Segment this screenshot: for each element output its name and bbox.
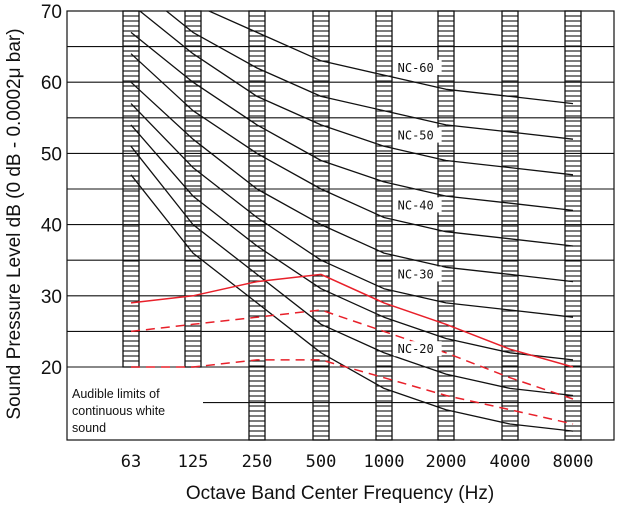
x-tick-label: 125 bbox=[178, 452, 209, 472]
nc-curve-label: NC-50 bbox=[398, 129, 434, 143]
note-line: Audible limits of bbox=[72, 387, 160, 401]
audibility-limit-line bbox=[130, 309, 574, 400]
x-tick-label: 1000 bbox=[364, 452, 405, 472]
band-marker bbox=[248, 10, 266, 441]
audibility-limit-line bbox=[130, 273, 574, 368]
band-marker bbox=[564, 10, 582, 441]
x-tick-labels: 63 125 250 500 1000 2000 4000 8000 bbox=[121, 452, 594, 472]
nc-curve-line bbox=[138, 11, 574, 176]
nc-curve-label: NC-30 bbox=[398, 267, 434, 281]
y-tick-label: 50 bbox=[41, 144, 62, 165]
band-marker bbox=[312, 10, 330, 441]
nc-curve-line bbox=[130, 103, 574, 318]
note-line: continuous white bbox=[72, 404, 165, 418]
y-tick-label: 60 bbox=[41, 73, 62, 94]
x-tick-label: 4000 bbox=[490, 452, 531, 472]
audibility-limit-lines bbox=[130, 273, 574, 425]
plot-frame bbox=[66, 10, 615, 441]
nc-curve-line bbox=[130, 53, 574, 247]
y-axis-label: Sound Pressure Level dB (0 dB - 0.0002μ … bbox=[4, 28, 25, 419]
y-tick-label: 70 bbox=[41, 2, 62, 23]
audible-limits-note: Audible limits of continuous white sound bbox=[67, 370, 203, 440]
nc-curve-line bbox=[130, 174, 574, 432]
nc-curves bbox=[130, 11, 574, 432]
nc-label-background bbox=[393, 341, 442, 357]
nc-label-background bbox=[393, 266, 442, 282]
nc-curve-line bbox=[130, 124, 574, 361]
nc-curve-line bbox=[130, 31, 574, 212]
note-line: sound bbox=[72, 421, 106, 435]
nc-curve-line bbox=[130, 81, 574, 283]
x-tick-label: 250 bbox=[242, 452, 273, 472]
nc-curve-line bbox=[130, 145, 574, 397]
nc-curve-label: NC-60 bbox=[398, 61, 434, 75]
nc-curve-line bbox=[165, 11, 574, 140]
x-axis-label: Octave Band Center Frequency (Hz) bbox=[186, 483, 494, 504]
x-tick-label: 63 bbox=[121, 452, 141, 472]
nc-curve-labels: NC-60 NC-50 NC-40 NC-30 NC-20 bbox=[393, 59, 442, 357]
nc-label-background bbox=[393, 59, 442, 75]
x-tick-label: 2000 bbox=[426, 452, 467, 472]
grid bbox=[67, 46, 614, 404]
x-tick-label: 500 bbox=[306, 452, 337, 472]
nc-curve-line bbox=[207, 11, 574, 105]
note-background bbox=[67, 370, 203, 440]
nc-label-background bbox=[393, 197, 442, 213]
nc-curve-label: NC-20 bbox=[398, 342, 434, 356]
y-tick-labels: 20 30 40 50 60 70 bbox=[41, 2, 62, 379]
nc-curve-label: NC-40 bbox=[398, 198, 434, 212]
y-tick-label: 40 bbox=[41, 216, 62, 237]
band-marker bbox=[501, 10, 519, 441]
y-tick-label: 20 bbox=[41, 358, 62, 379]
nc-label-background bbox=[393, 127, 442, 143]
x-tick-label: 8000 bbox=[553, 452, 594, 472]
y-tick-label: 30 bbox=[41, 287, 62, 308]
